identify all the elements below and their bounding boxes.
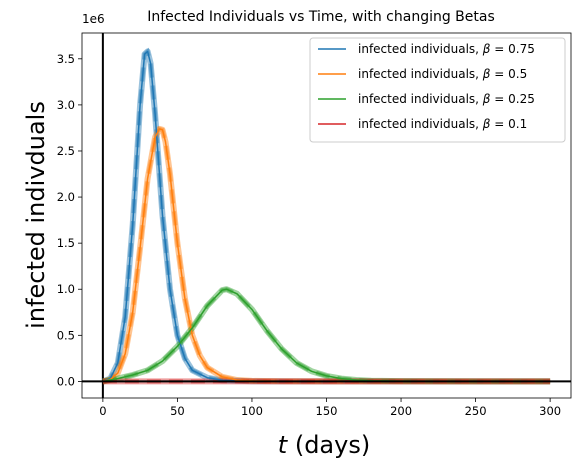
legend-label-0: infected individuals, β = 0.75 [358,42,535,56]
y-tick-label: 3.5 [57,52,75,66]
y-offset-label: 1e6 [82,12,105,26]
axis-ticks: 0 50 100 150 200 250 300 0.0 0.5 1.0 1.5 2.0 2.5 3.0 3… [57,52,561,418]
y-tick-label: 2.5 [57,144,75,158]
legend: infected individuals, β = 0.75 infected i… [309,37,566,143]
series-highlight-1 [102,125,551,385]
legend-label-3: infected individuals, β = 0.1 [358,117,527,131]
chart-title: Infected Individuals vs Time, with chang… [147,9,495,25]
series-line-2 [102,288,551,383]
x-tick-label: 200 [390,404,412,418]
legend-label-2: infected individuals, β = 0.25 [358,92,535,106]
x-axis-label: t (days) [278,431,370,459]
x-tick-label: 150 [316,404,338,418]
y-tick-label: 0.5 [57,328,75,342]
y-tick-label: 2.0 [57,190,75,204]
y-tick-label: 3.0 [57,98,75,112]
x-tick-label: 50 [170,404,185,418]
x-tick-label: 300 [539,404,561,418]
x-tick-label: 0 [99,404,106,418]
y-tick-label: 1.0 [57,282,75,296]
x-axis-label-unit: (days) [287,431,370,459]
x-tick-label: 100 [241,404,263,418]
x-axis-label-var: t [278,431,289,459]
legend-box [309,37,566,143]
y-axis-label: infected indivduals [22,101,50,329]
y-tick-label: 1.5 [57,236,75,250]
y-tick-label: 0.0 [57,374,75,388]
legend-label-1: infected individuals, β = 0.5 [358,67,527,81]
series-layer [82,33,571,398]
x-tick-label: 250 [465,404,487,418]
